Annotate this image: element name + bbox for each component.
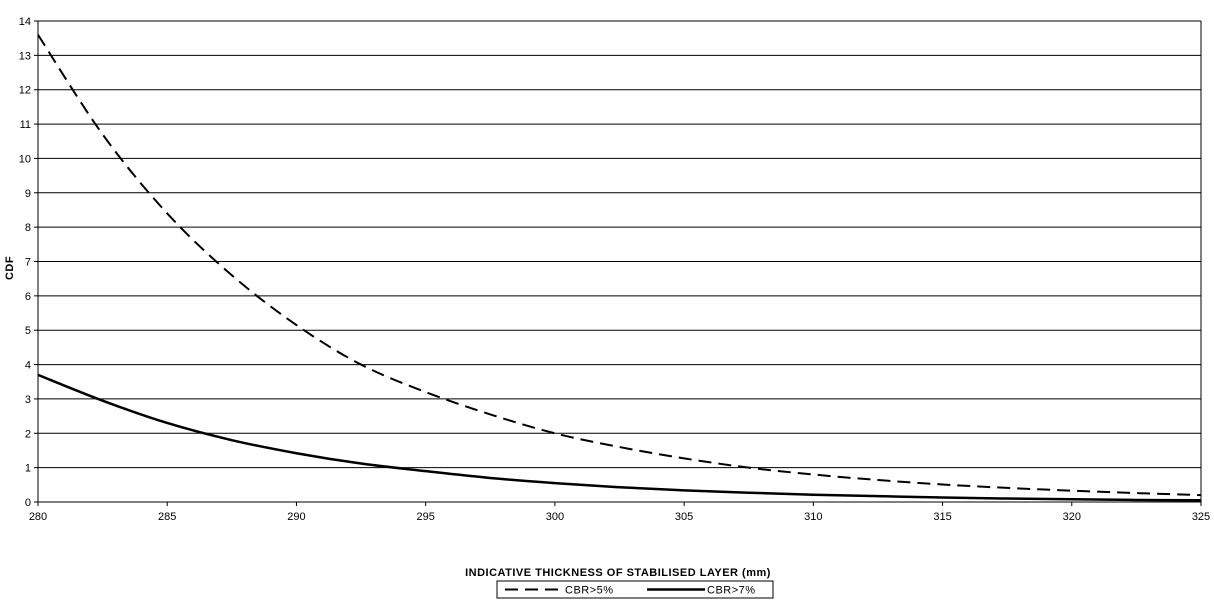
y-tick-label: 7 — [25, 257, 31, 269]
y-tick-label: 3 — [25, 394, 31, 406]
x-tick-label: 315 — [933, 511, 951, 523]
x-tick-label: 305 — [675, 511, 693, 523]
y-tick-label: 6 — [25, 291, 31, 303]
gridlines — [38, 20, 1201, 469]
legend-label: CBR>7% — [707, 585, 756, 597]
legend-box — [496, 580, 774, 599]
y-tick-label: 0 — [25, 497, 31, 509]
y-tick-label: 5 — [25, 325, 31, 337]
y-axis-title: CDF — [4, 256, 16, 280]
legend-label: CBR>5% — [565, 585, 614, 597]
x-tick-label: 295 — [416, 511, 434, 523]
x-tick-label: 320 — [1063, 511, 1081, 523]
x-tick-labels: 280 285 290 295 300 305 310 315 320 325 — [29, 511, 1210, 523]
series-line-cbr-7 — [37, 373, 1202, 502]
y-tick-label: 11 — [20, 119, 31, 131]
axes — [34, 20, 1202, 506]
x-tick-label: 285 — [158, 511, 176, 523]
x-tick-label: 280 — [29, 511, 47, 523]
y-tick-label: 4 — [25, 360, 31, 372]
x-tick-label: 290 — [287, 511, 305, 523]
series-lines — [37, 34, 1202, 502]
x-tick-label: 310 — [804, 511, 822, 523]
y-tick-label: 12 — [19, 85, 31, 97]
x-tick-label: 325 — [1192, 511, 1210, 523]
y-tick-label: 13 — [19, 50, 31, 62]
y-tick-label: 9 — [25, 188, 31, 200]
y-tick-label: 14 — [19, 16, 31, 28]
x-axis-title: INDICATIVE THICKNESS OF STABILISED LAYER… — [465, 567, 771, 579]
y-tick-label: 1 — [25, 463, 31, 475]
series-line-cbr-5 — [37, 34, 1202, 497]
x-tick-label: 300 — [546, 511, 564, 523]
legend: CBR>5% CBR>7% — [496, 580, 774, 599]
y-tick-label: 2 — [25, 428, 31, 440]
y-tick-label: 8 — [25, 222, 31, 234]
y-tick-label: 10 — [19, 153, 31, 165]
